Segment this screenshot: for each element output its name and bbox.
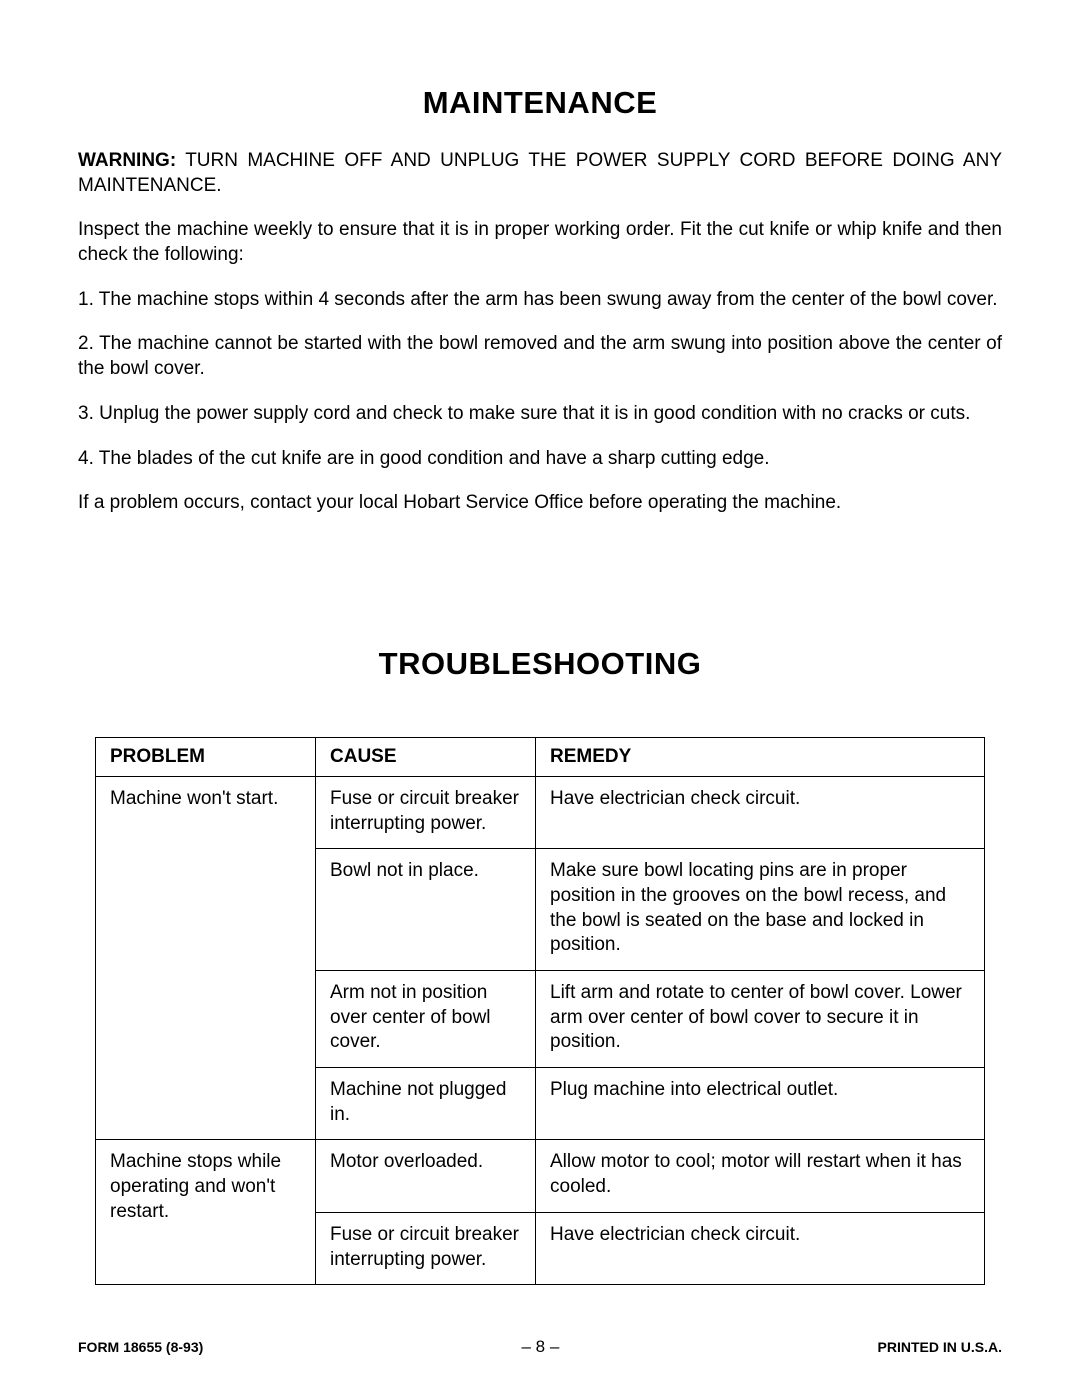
footer-page-number: – 8 – [522,1337,560,1357]
cause-cell: Machine not plugged in. [316,1068,536,1140]
table-row: Machine won't start. Fuse or circuit bre… [96,776,985,848]
warning-paragraph: WARNING: TURN MACHINE OFF AND UNPLUG THE… [78,149,1002,198]
maintenance-heading: MAINTENANCE [78,85,1002,121]
remedy-cell: Allow motor to cool; motor will restart … [536,1140,985,1212]
list-item: 1. The machine stops within 4 seconds af… [78,288,1002,313]
table-row: Machine stops while operating and won't … [96,1140,985,1212]
document-page: MAINTENANCE WARNING: TURN MACHINE OFF AN… [0,0,1080,1397]
page-footer: FORM 18655 (8-93) – 8 – PRINTED IN U.S.A… [78,1337,1002,1357]
troubleshooting-heading: TROUBLESHOOTING [78,646,1002,682]
problem-cell: Machine stops while operating and won't … [96,1140,316,1285]
remedy-cell: Have electrician check circuit. [536,1212,985,1284]
remedy-cell: Make sure bowl locating pins are in prop… [536,849,985,971]
warning-label: WARNING: [78,150,176,171]
closing-paragraph: If a problem occurs, contact your local … [78,491,1002,516]
cause-cell: Fuse or circuit breaker interrupting pow… [316,776,536,848]
intro-paragraph: Inspect the machine weekly to ensure tha… [78,218,1002,267]
col-header-cause: CAUSE [316,737,536,776]
warning-text: TURN MACHINE OFF AND UNPLUG THE POWER SU… [78,150,1002,196]
list-item: 4. The blades of the cut knife are in go… [78,447,1002,472]
remedy-cell: Plug machine into electrical outlet. [536,1068,985,1140]
table-header-row: PROBLEM CAUSE REMEDY [96,737,985,776]
footer-printed: PRINTED IN U.S.A. [878,1339,1002,1355]
list-item: 3. Unplug the power supply cord and chec… [78,402,1002,427]
remedy-cell: Lift arm and rotate to center of bowl co… [536,971,985,1068]
cause-cell: Bowl not in place. [316,849,536,971]
footer-form: FORM 18655 (8-93) [78,1339,203,1355]
cause-cell: Arm not in position over center of bowl … [316,971,536,1068]
col-header-problem: PROBLEM [96,737,316,776]
col-header-remedy: REMEDY [536,737,985,776]
troubleshooting-table: PROBLEM CAUSE REMEDY Machine won't start… [95,737,985,1285]
cause-cell: Fuse or circuit breaker interrupting pow… [316,1212,536,1284]
cause-cell: Motor overloaded. [316,1140,536,1212]
list-item: 2. The machine cannot be started with th… [78,332,1002,381]
remedy-cell: Have electrician check circuit. [536,776,985,848]
problem-cell: Machine won't start. [96,776,316,1140]
